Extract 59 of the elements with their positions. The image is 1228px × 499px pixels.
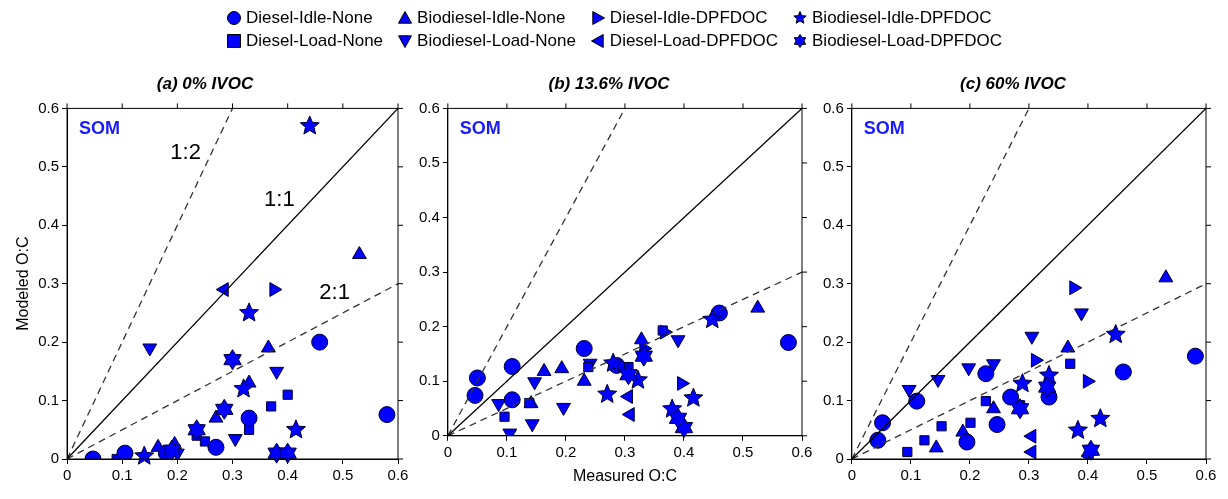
legend-label: Biodiesel-Idle-None [417, 8, 566, 28]
y-tick-label: 0.6 [822, 98, 844, 116]
y-tick-label: 0.3 [822, 273, 844, 291]
y-tick-label: 0.1 [822, 390, 844, 408]
annotation: 1:2 [170, 138, 201, 164]
x-tick-label: 0.6 [791, 442, 813, 460]
y-tick-label: 0.5 [822, 156, 844, 174]
y-tick-label: 0.5 [38, 156, 60, 174]
annotation: 2:1 [319, 279, 350, 305]
y-tick-label: 0.2 [38, 332, 60, 350]
x-tick-label: 0.3 [614, 442, 636, 460]
legend-label: Biodiesel-Load-None [417, 31, 576, 51]
y-tick-label: 0.3 [38, 273, 60, 291]
x-axis-title: Measured O:C [572, 466, 677, 484]
x-tick-label: 0.3 [1018, 466, 1040, 484]
y-tick-label: 0.5 [418, 153, 440, 171]
y-tick-label: 0.4 [38, 215, 60, 233]
x-tick-label: 0.4 [277, 466, 299, 484]
x-tick-label: 0.5 [332, 466, 354, 484]
x-tick-label: 0.5 [1136, 466, 1158, 484]
x-tick-label: 0.5 [732, 442, 754, 460]
x-tick-label: 0.1 [111, 466, 133, 484]
chart-title: (b) 13.6% IVOC [548, 73, 671, 93]
x-tick-label: 0.6 [387, 466, 409, 484]
y-tick-label: 0.2 [822, 332, 844, 350]
x-tick-label: 0 [443, 442, 453, 460]
y-tick-label: 0.1 [418, 371, 440, 389]
x-tick-label: 0.4 [1077, 466, 1099, 484]
annotation: SOM [863, 118, 905, 139]
x-tick-label: 0.1 [496, 442, 518, 460]
y-tick-label: 0.1 [38, 390, 60, 408]
annotation: SOM [79, 118, 121, 139]
x-tick-label: 0.4 [673, 442, 695, 460]
y-tick-label: 0 [431, 425, 440, 443]
legend-label: Biodiesel-Load-DPFDOC [812, 31, 1002, 51]
annotation: SOM [459, 118, 501, 139]
x-tick-label: 0.2 [555, 442, 577, 460]
x-tick-label: 0.6 [1195, 466, 1217, 484]
x-tick-label: 0.2 [959, 466, 981, 484]
legend-label: Diesel-Load-None [246, 31, 384, 51]
legend-label: Diesel-Idle-DPFDOC [609, 8, 768, 28]
x-tick-label: 0 [62, 466, 72, 484]
legend-label: Diesel-Idle-None [246, 8, 373, 28]
y-axis-title: Modeled O:C [14, 236, 32, 331]
y-tick-label: 0.6 [38, 98, 60, 116]
legend-label: Biodiesel-Idle-DPFDOC [812, 8, 992, 28]
chart-title: (a) 0% IVOC [156, 73, 254, 93]
annotation: 1:1 [264, 185, 295, 211]
y-tick-label: 0.2 [418, 316, 440, 334]
y-tick-label: 0.4 [418, 207, 440, 225]
y-tick-label: 0.4 [822, 215, 844, 233]
y-tick-label: 0.6 [418, 98, 440, 116]
x-tick-label: 0.3 [222, 466, 243, 484]
x-tick-label: 0 [847, 466, 857, 484]
chart-title: (c) 60% IVOC [960, 73, 1067, 93]
legend-label: Diesel-Load-DPFDOC [609, 31, 779, 51]
x-tick-label: 0.2 [166, 466, 188, 484]
x-tick-label: 0.1 [900, 466, 922, 484]
y-tick-label: 0.3 [418, 262, 440, 280]
